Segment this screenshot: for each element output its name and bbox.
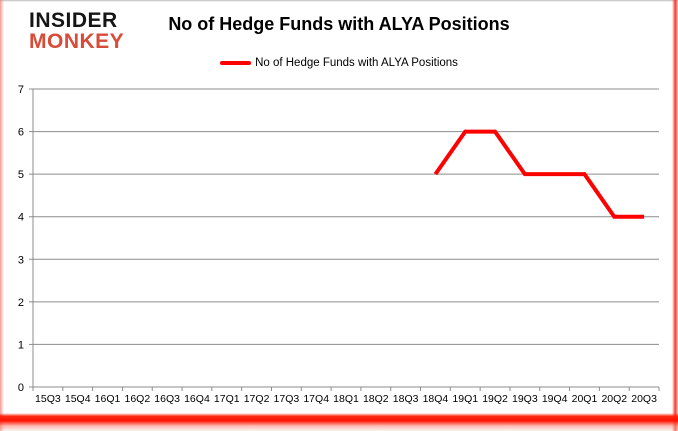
x-tick-label: 16Q2 xyxy=(124,393,150,405)
x-tick-label: 17Q2 xyxy=(244,393,270,405)
x-tick-label: 19Q3 xyxy=(512,393,538,405)
x-tick-label: 15Q4 xyxy=(65,393,91,405)
x-tick-label: 19Q1 xyxy=(452,393,478,405)
x-tick-label: 18Q4 xyxy=(423,393,449,405)
x-tick-label: 18Q3 xyxy=(393,393,419,405)
x-tick-label: 20Q2 xyxy=(601,393,627,405)
legend: No of Hedge Funds with ALYA Positions xyxy=(0,55,678,71)
x-tick-label: 18Q1 xyxy=(333,393,359,405)
chart-title: No of Hedge Funds with ALYA Positions xyxy=(168,14,510,34)
y-tick-label: 0 xyxy=(18,382,24,394)
y-tick-label: 7 xyxy=(18,84,24,96)
x-tick-label: 16Q3 xyxy=(154,393,180,405)
y-tick-label: 2 xyxy=(18,297,24,309)
x-tick-label: 16Q1 xyxy=(95,393,121,405)
y-tick-label: 6 xyxy=(18,127,24,139)
logo-word-monkey: MONKEY xyxy=(29,30,125,53)
legend-line-marker-icon xyxy=(220,61,252,65)
x-tick-label: 17Q3 xyxy=(274,393,300,405)
series-line xyxy=(433,129,645,219)
x-tick-label: 17Q4 xyxy=(303,393,329,405)
y-tick-label: 5 xyxy=(18,169,24,181)
y-tick-label: 1 xyxy=(18,339,24,351)
x-tick-label: 15Q3 xyxy=(35,393,61,405)
legend-label: No of Hedge Funds with ALYA Positions xyxy=(255,57,458,69)
insider-monkey-logo: INSIDER MONKEY xyxy=(29,10,124,52)
x-tick-label: 19Q2 xyxy=(482,393,508,405)
y-tick-label: 4 xyxy=(18,212,24,224)
x-tick-label: 18Q2 xyxy=(363,393,389,405)
logo-word-insider: INSIDER xyxy=(29,9,118,32)
x-tick-label: 17Q1 xyxy=(214,393,240,405)
x-tick-label: 20Q3 xyxy=(631,393,657,405)
x-tick-label: 19Q4 xyxy=(542,393,568,405)
y-tick-label: 3 xyxy=(18,254,24,266)
x-tick-label: 20Q1 xyxy=(572,393,598,405)
x-tick-label: 16Q4 xyxy=(184,393,210,405)
